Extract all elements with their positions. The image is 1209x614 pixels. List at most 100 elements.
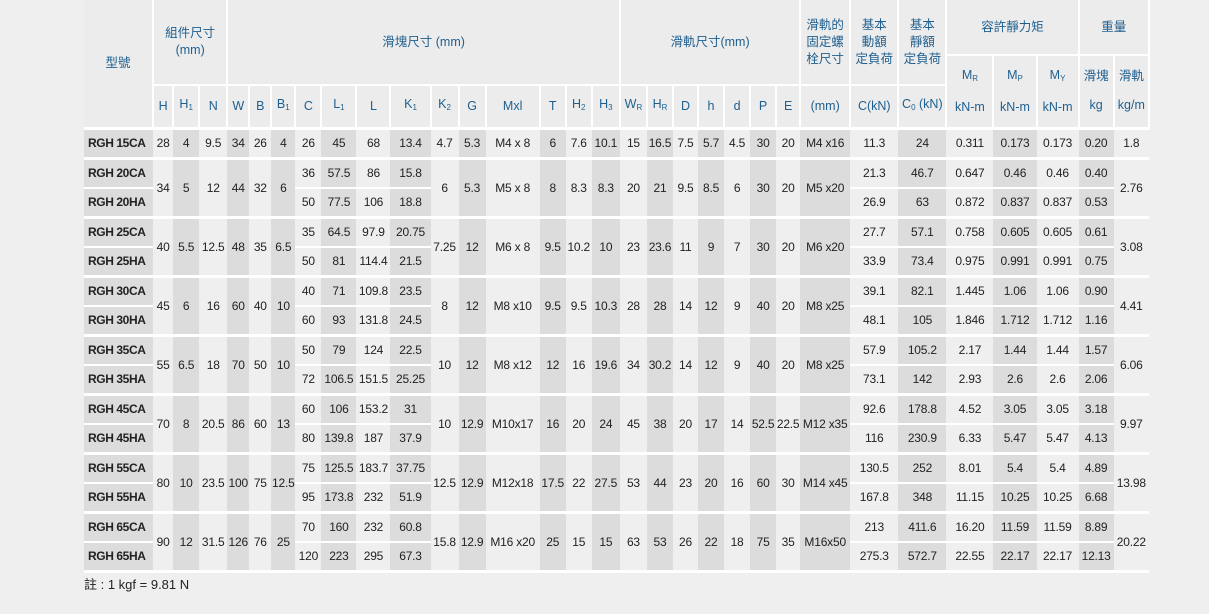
- table-cell: 60: [249, 392, 272, 453]
- table-cell: 22.17: [993, 540, 1037, 573]
- table-row: RGH 65HA 120 223 295 67.3 275.3 572.7 22.55 22.1…: [84, 540, 1149, 573]
- header-col: L: [355, 85, 392, 129]
- table-cell: 0.837: [1036, 186, 1079, 217]
- header-col: T: [538, 85, 567, 129]
- table-cell: 73.4: [898, 245, 947, 276]
- table-cell: 28: [153, 126, 174, 158]
- table-cell: 18.8: [390, 186, 431, 217]
- table-cell: 20: [776, 333, 801, 394]
- table-cell: 14: [672, 333, 699, 394]
- table-cell: 12: [698, 274, 725, 335]
- table-cell: 0.311: [946, 126, 994, 158]
- table-cell: 68: [356, 126, 391, 158]
- header-col: H3: [590, 85, 621, 129]
- table-row: RGH 20CA 34 5 12 44 32 6 36 57.5 86 15.8 6 5.3 M5 x 8…: [84, 156, 1149, 217]
- table-cell: 4.13: [1078, 422, 1114, 453]
- table-cell: 16.5: [646, 126, 673, 158]
- table-cell: 20: [776, 126, 801, 158]
- header-moment-p: MP kN-m: [992, 55, 1038, 129]
- table-cell: 8: [173, 392, 200, 453]
- table-cell: 16: [724, 451, 751, 512]
- table-cell: 13.4: [390, 126, 431, 158]
- header-col: HR: [645, 85, 674, 129]
- table-cell: 35: [249, 215, 272, 276]
- table-cell: 6.5: [271, 215, 296, 276]
- table-cell: 20: [776, 274, 801, 335]
- table-cell: 2.93: [946, 363, 994, 394]
- table-cell: 80: [153, 451, 174, 512]
- table-cell: 51.9: [390, 481, 431, 512]
- table-cell: 45: [153, 274, 174, 335]
- table-cell: 116: [850, 422, 899, 453]
- table-cell: 28: [619, 274, 647, 335]
- table-cell: 70: [295, 510, 322, 542]
- table-cell: 0.46: [1036, 156, 1079, 188]
- table-cell: 5.5: [173, 215, 200, 276]
- table-cell: 9.5: [539, 274, 566, 335]
- table-cell: 20: [776, 156, 801, 217]
- table-cell: 9: [724, 333, 751, 394]
- table-cell: M14 x45: [800, 451, 851, 512]
- table-cell: 9.5: [539, 215, 566, 276]
- table-row: RGH 55HA 95 173.8 232 51.9 167.8 348 11.15 10.25…: [84, 481, 1149, 512]
- table-cell: 9: [698, 215, 725, 276]
- table-cell: 6: [430, 156, 459, 217]
- table-cell: 106: [321, 392, 357, 424]
- table-cell: M5 x20: [800, 156, 851, 217]
- table-cell: 7.5: [672, 126, 699, 158]
- table-cell: 22.55: [946, 540, 994, 573]
- table-cell: 4.52: [946, 392, 994, 424]
- table-cell: 1.846: [946, 304, 994, 335]
- table-cell: 20.75: [390, 215, 431, 247]
- table-cell: 106: [356, 186, 391, 217]
- table-cell: 4: [271, 126, 296, 158]
- table-cell: 0.46: [993, 156, 1037, 188]
- table-cell: 90: [153, 510, 174, 573]
- table-cell: 22.17: [1036, 540, 1079, 573]
- table-cell: M8 x25: [800, 274, 851, 335]
- table-cell: 4.41: [1113, 274, 1149, 335]
- table-cell: 75: [750, 510, 777, 573]
- table-cell: 411.6: [898, 510, 947, 542]
- table-cell: 12: [539, 333, 566, 394]
- table-cell: 60: [295, 392, 322, 424]
- table-cell: 46.7: [898, 156, 947, 188]
- table-cell: 50: [295, 245, 322, 276]
- table-cell: 21: [646, 156, 673, 217]
- model-name: RGH 30HA: [84, 304, 154, 335]
- table-cell: 125.5: [321, 451, 357, 483]
- table-row: RGH 45HA 80 139.8 187 37.9 116 230.9 6.33 5.47 5.…: [84, 422, 1149, 453]
- header-col: d: [723, 85, 752, 129]
- table-cell: 1.06: [1036, 274, 1079, 306]
- table-cell: 86: [227, 392, 250, 453]
- header-dynamic-load: 基本 動額 定負荷: [849, 0, 900, 86]
- table-cell: 10.1: [591, 126, 620, 158]
- table-cell: 120: [295, 540, 322, 573]
- table-cell: 15.8: [390, 156, 431, 188]
- table-cell: 20: [776, 215, 801, 276]
- table-cell: 11.15: [946, 481, 994, 512]
- table-cell: 32: [249, 156, 272, 217]
- table-cell: 105: [898, 304, 947, 335]
- table-cell: 114.4: [356, 245, 391, 276]
- table-cell: 8.3: [565, 156, 592, 217]
- table-cell: 44: [646, 451, 673, 512]
- table-cell: 6: [724, 156, 751, 217]
- header-col: H2: [564, 85, 593, 129]
- table-cell: 77.5: [321, 186, 357, 217]
- table-cell: 4: [173, 126, 200, 158]
- table-cell: 572.7: [898, 540, 947, 573]
- table-cell: 5.47: [1036, 422, 1079, 453]
- table-cell: 3.18: [1078, 392, 1114, 424]
- table-cell: 12.9: [458, 451, 486, 512]
- table-cell: 21.3: [850, 156, 899, 188]
- table-cell: 6.06: [1113, 333, 1149, 394]
- table-cell: 64.5: [321, 215, 357, 247]
- table-cell: 30.2: [646, 333, 673, 394]
- table-cell: 18: [724, 510, 751, 573]
- table-cell: 30: [750, 215, 777, 276]
- table-cell: 5.3: [458, 126, 486, 158]
- table-cell: 30: [776, 451, 801, 512]
- table-cell: 95: [295, 481, 322, 512]
- table-cell: 18: [199, 333, 228, 394]
